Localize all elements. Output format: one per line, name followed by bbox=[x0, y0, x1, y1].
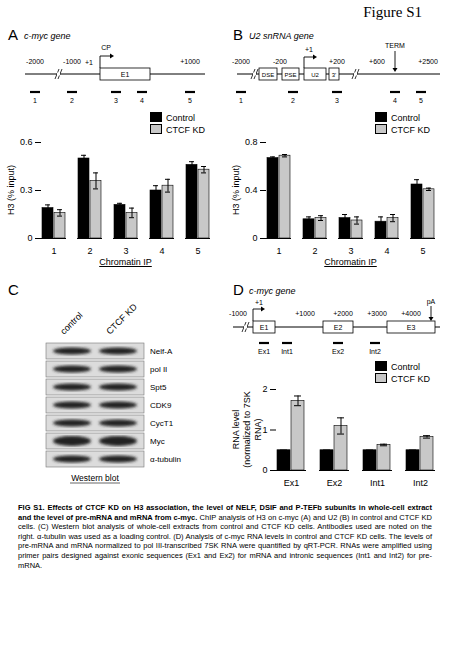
html-text:FIG S1. Effects of CTCF KD on: FIG S1. Effects of CTCF KD on H3 associa… bbox=[18, 503, 432, 570]
svg-text:3: 3 bbox=[114, 97, 118, 104]
svg-text:3': 3' bbox=[332, 72, 336, 78]
svg-text:Spt5: Spt5 bbox=[150, 383, 167, 392]
svg-text:+3000: +3000 bbox=[367, 310, 387, 317]
svg-text:0: 0 bbox=[27, 233, 32, 243]
svg-text:2: 2 bbox=[291, 97, 295, 104]
svg-text:Int2: Int2 bbox=[369, 348, 381, 355]
svg-text:+200: +200 bbox=[329, 58, 345, 65]
svg-text:-1000: -1000 bbox=[63, 58, 81, 65]
html-text:CTCF KD: CTCF KD bbox=[391, 374, 430, 384]
svg-text:1: 1 bbox=[276, 246, 281, 256]
svg-text:E1: E1 bbox=[260, 324, 269, 331]
svg-text:TERM: TERM bbox=[385, 42, 405, 49]
svg-text:4: 4 bbox=[384, 246, 389, 256]
html-text:H3 (% input): H3 (% input) bbox=[231, 165, 241, 215]
svg-text:5: 5 bbox=[195, 246, 200, 256]
svg-text:PSE: PSE bbox=[284, 72, 296, 78]
svg-text:3: 3 bbox=[335, 97, 339, 104]
svg-text:Int2: Int2 bbox=[413, 478, 428, 488]
svg-text:pA: pA bbox=[427, 298, 436, 306]
svg-text:+1000: +1000 bbox=[295, 310, 315, 317]
html-text:c-myc gene: c-myc gene bbox=[24, 31, 71, 41]
svg-text:3: 3 bbox=[348, 246, 353, 256]
svg-text:Ex2: Ex2 bbox=[327, 478, 343, 488]
svg-text:Nelf-A: Nelf-A bbox=[150, 347, 173, 356]
svg-text:4: 4 bbox=[159, 246, 164, 256]
svg-text:+1: +1 bbox=[305, 46, 313, 53]
svg-text:Ex1: Ex1 bbox=[284, 478, 300, 488]
html-text:U2 snRNA gene: U2 snRNA gene bbox=[249, 31, 314, 41]
html-text:Control: Control bbox=[391, 362, 420, 372]
svg-text:pol II: pol II bbox=[150, 365, 167, 374]
svg-text:+1000: +1000 bbox=[180, 58, 200, 65]
svg-text:+1: +1 bbox=[255, 299, 263, 306]
svg-text:-2000: -2000 bbox=[26, 58, 44, 65]
svg-text:0: 0 bbox=[262, 465, 267, 475]
svg-text:0.3: 0.3 bbox=[20, 185, 33, 195]
svg-text:4: 4 bbox=[140, 97, 144, 104]
svg-text:2: 2 bbox=[312, 246, 317, 256]
svg-text:E3: E3 bbox=[407, 324, 416, 331]
svg-text:2: 2 bbox=[87, 246, 92, 256]
svg-text:+4000: +4000 bbox=[401, 310, 421, 317]
svg-text:+600: +600 bbox=[369, 58, 385, 65]
svg-text:0: 0 bbox=[252, 233, 257, 243]
svg-text:1: 1 bbox=[33, 97, 37, 104]
svg-text:E2: E2 bbox=[334, 324, 343, 331]
svg-text:1: 1 bbox=[239, 97, 243, 104]
svg-text:CP: CP bbox=[101, 44, 111, 51]
html-text:A: A bbox=[8, 26, 18, 43]
svg-text:CTCF KD: CTCF KD bbox=[104, 301, 139, 336]
svg-text:5: 5 bbox=[188, 97, 192, 104]
svg-text:Ex2: Ex2 bbox=[332, 348, 344, 355]
svg-text:Int1: Int1 bbox=[281, 348, 293, 355]
html-text:RNA level (normalized to 7SK R: RNA level (normalized to 7SK RNA) bbox=[231, 391, 263, 468]
svg-text:α-tubulin: α-tubulin bbox=[150, 455, 181, 464]
html-text:H3 (% input): H3 (% input) bbox=[6, 165, 16, 215]
html-text:CTCF KD: CTCF KD bbox=[166, 125, 205, 135]
svg-text:2: 2 bbox=[262, 384, 267, 394]
svg-text:0.8: 0.8 bbox=[245, 137, 258, 147]
svg-text:control: control bbox=[58, 310, 84, 336]
svg-text:E1: E1 bbox=[121, 71, 130, 78]
svg-text:-2000: -2000 bbox=[232, 58, 250, 65]
svg-text:Int1: Int1 bbox=[370, 478, 385, 488]
svg-text:Myc: Myc bbox=[150, 437, 165, 446]
svg-text:-200: -200 bbox=[273, 58, 287, 65]
svg-text:U2: U2 bbox=[311, 72, 319, 78]
svg-text:5: 5 bbox=[420, 246, 425, 256]
html-text:CTCF KD: CTCF KD bbox=[391, 125, 430, 135]
html-text:B: B bbox=[233, 26, 243, 43]
svg-text:+2000: +2000 bbox=[333, 310, 353, 317]
svg-text:1: 1 bbox=[51, 246, 56, 256]
svg-text:+1: +1 bbox=[85, 59, 93, 66]
svg-text:4: 4 bbox=[393, 97, 397, 104]
svg-text:CycT1: CycT1 bbox=[150, 419, 174, 428]
svg-text:CDK9: CDK9 bbox=[150, 401, 172, 410]
html-text:D c-myc gene: D c-myc gene bbox=[233, 281, 296, 298]
svg-text:2: 2 bbox=[70, 97, 74, 104]
svg-text:5: 5 bbox=[419, 97, 423, 104]
svg-text:DSE: DSE bbox=[262, 72, 274, 78]
html-text:Chromatin IP: Chromatin IP bbox=[99, 257, 152, 267]
html-text:Figure S1: Figure S1 bbox=[363, 4, 422, 20]
html-text:C: C bbox=[8, 281, 19, 298]
svg-text:+2500: +2500 bbox=[418, 58, 438, 65]
html-text:Control: Control bbox=[166, 113, 195, 123]
html-text:Control: Control bbox=[391, 113, 420, 123]
svg-text:Ex1: Ex1 bbox=[258, 348, 270, 355]
svg-text:3: 3 bbox=[123, 246, 128, 256]
svg-text:0.6: 0.6 bbox=[20, 137, 33, 147]
svg-text:1: 1 bbox=[262, 425, 267, 435]
svg-text:0.4: 0.4 bbox=[245, 185, 258, 195]
svg-text:Western blot: Western blot bbox=[71, 473, 119, 483]
svg-text:-1000: -1000 bbox=[229, 310, 247, 317]
html-text:Chromatin IP: Chromatin IP bbox=[324, 257, 377, 267]
